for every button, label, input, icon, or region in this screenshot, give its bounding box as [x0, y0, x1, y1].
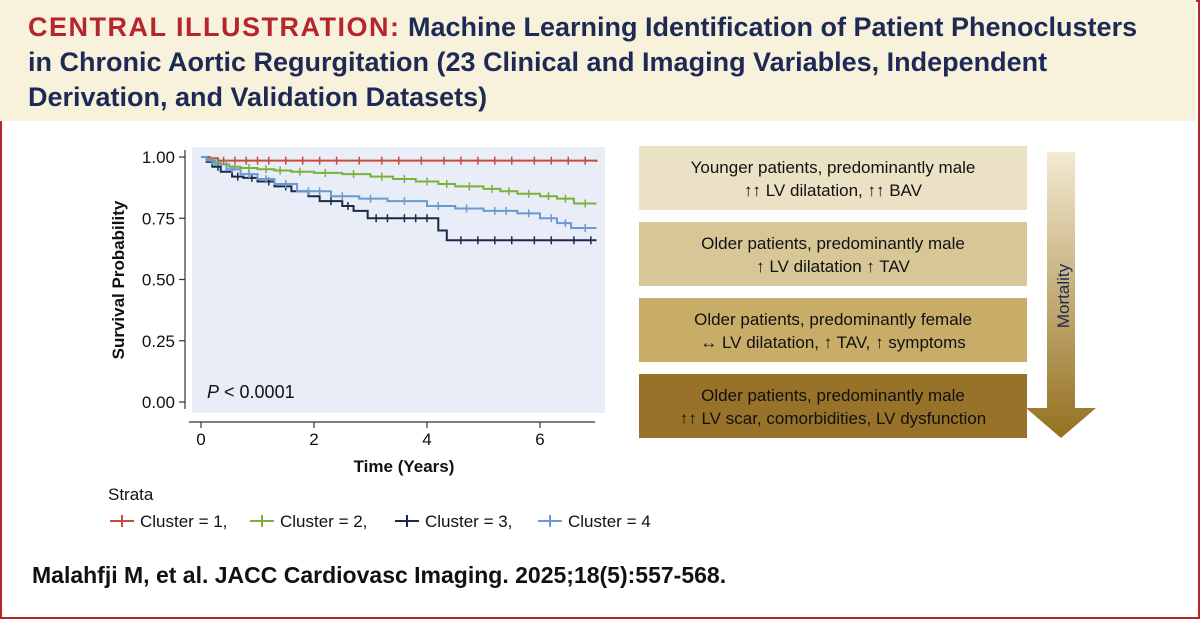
cluster-box-line-1: Younger patients, predominantly male [691, 158, 976, 177]
mortality-arrow: Mortality [1026, 152, 1096, 438]
y-axis-label: Survival Probability [109, 200, 128, 359]
survival-curves [201, 156, 598, 245]
cluster-box-1: Younger patients, predominantly male ↑↑ L… [639, 146, 1027, 210]
x-tick-label: 0 [196, 430, 205, 449]
x-tick-label: 4 [422, 430, 431, 449]
cluster-box-3: Older patients, predominantly female ↔ LV… [639, 298, 1027, 362]
x-tick-label: 6 [535, 430, 544, 449]
legend-label: Cluster = 4 [568, 512, 651, 531]
cluster-box-line-2: ↑↑ LV scar, comorbidities, LV dysfunctio… [680, 409, 986, 428]
axes: 0 2 4 6 0.00 0.25 0.50 0.75 1.00 [142, 148, 595, 449]
mortality-arrow-shape [1026, 152, 1096, 438]
y-tick-label: 0.25 [142, 332, 175, 351]
series-cluster-4 [201, 156, 597, 233]
series-cluster-2 [201, 156, 597, 208]
survival-curve-line [201, 156, 597, 205]
x-tick-label: 2 [309, 430, 318, 449]
legend-label: Cluster = 2, [280, 512, 367, 531]
x-axis-label: Time (Years) [354, 457, 455, 476]
series-cluster-3 [201, 156, 597, 245]
legend-title: Strata [108, 485, 154, 504]
legend-item-cluster-3: Cluster = 3, [395, 512, 512, 531]
mortality-label: Mortality [1054, 263, 1073, 328]
y-tick-label: 1.00 [142, 148, 175, 167]
legend-item-cluster-2: Cluster = 2, [250, 512, 367, 531]
p-value-annotation: P < 0.0001 [207, 382, 295, 402]
central-illustration-label: CENTRAL ILLUSTRATION: [28, 12, 401, 42]
cluster-box-bg [639, 298, 1027, 362]
cluster-box-line-2: ↔ LV dilatation, ↑ TAV, ↑ symptoms [700, 333, 966, 352]
cluster-box-bg [639, 222, 1027, 286]
survival-curve-line [201, 156, 598, 162]
cluster-box-line-1: Older patients, predominantly male [701, 234, 965, 253]
legend-label: Cluster = 1, [140, 512, 227, 531]
series-cluster-1 [201, 156, 598, 165]
header-banner: CENTRAL ILLUSTRATION: Machine Learning I… [0, 0, 1196, 121]
plot-area [192, 147, 605, 413]
legend-label: Cluster = 3, [425, 512, 512, 531]
legend-item-cluster-1: Cluster = 1, [110, 512, 227, 531]
survival-curve-line [201, 156, 597, 230]
legend: Cluster = 1, Cluster = 2, Cluster = 3, Clus… [110, 512, 651, 531]
cluster-boxes: Younger patients, predominantly male ↑↑ L… [639, 146, 1027, 438]
y-tick-label: 0.75 [142, 209, 175, 228]
figure-title: CENTRAL ILLUSTRATION: Machine Learning I… [28, 10, 1168, 115]
cluster-box-line-2: ↑↑ LV dilatation, ↑↑ BAV [744, 181, 923, 200]
title-text: Machine Learning Identification of Patie… [28, 12, 1138, 112]
cluster-box-line-2: ↑ LV dilatation ↑ TAV [756, 257, 910, 276]
y-tick-label: 0.00 [142, 393, 175, 412]
y-tick-label: 0.50 [142, 271, 175, 290]
cluster-box-2: Older patients, predominantly male ↑ LV d… [639, 222, 1027, 286]
cluster-box-line-1: Older patients, predominantly female [694, 310, 972, 329]
cluster-box-line-1: Older patients, predominantly male [701, 386, 965, 405]
legend-item-cluster-4: Cluster = 4 [538, 512, 651, 531]
citation: Malahfji M, et al. JACC Cardiovasc Imagi… [32, 562, 727, 588]
cluster-box-4: Older patients, predominantly male ↑↑ LV … [639, 374, 1027, 438]
survival-curve-line [201, 156, 597, 242]
cluster-box-bg [639, 146, 1027, 210]
cluster-box-bg [639, 374, 1027, 438]
